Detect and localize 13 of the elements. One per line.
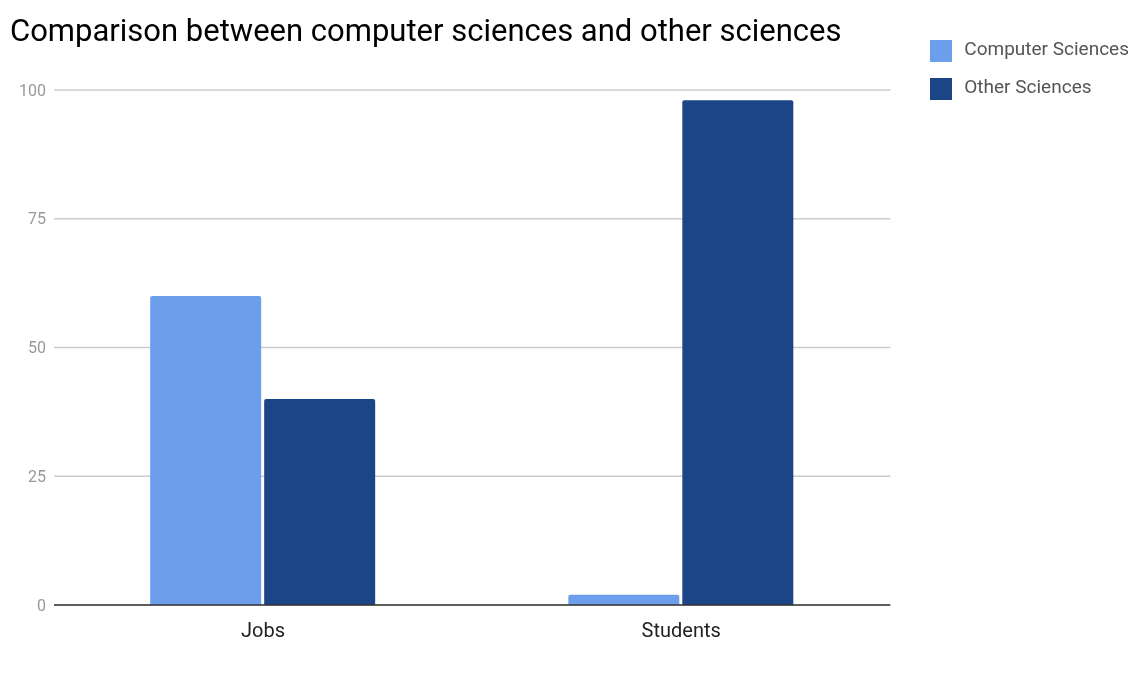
legend-label: Computer Sciences [964,37,1129,60]
x-tick-label: Students [641,618,721,643]
bar [150,296,262,605]
y-tick-label: 75 [28,209,47,229]
chart-title: Comparison between computer sciences and other sciences [10,12,842,49]
x-tick-label: Jobs [241,618,286,643]
y-tick-label: 100 [19,80,46,100]
legend-label: Other Sciences [964,75,1092,98]
bar [682,100,794,605]
bar [264,399,376,605]
y-tick-label: 50 [28,338,47,358]
y-tick-label: 25 [28,466,47,486]
y-tick-label: 0 [37,595,46,615]
